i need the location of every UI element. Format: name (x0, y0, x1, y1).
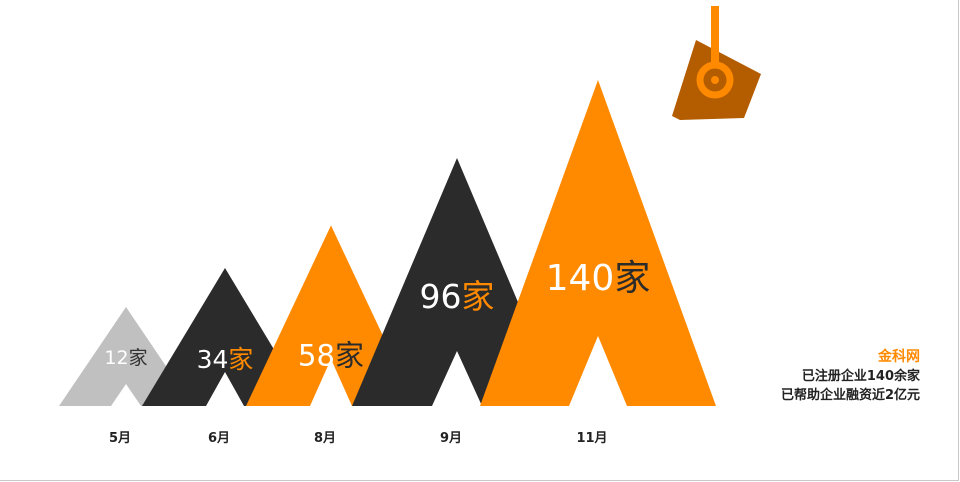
x-tick-label-2: 6月 (208, 431, 230, 446)
data-label-1: 12家 (104, 347, 147, 369)
x-tick-label-5: 11月 (576, 431, 607, 446)
hook-flag-icon (672, 6, 761, 120)
brand-name: 金科网 (878, 349, 920, 365)
data-label-5: 140家 (546, 258, 651, 299)
data-label-4: 96家 (420, 277, 495, 316)
bar-peak-5 (480, 80, 716, 406)
x-tick-label-3: 8月 (314, 431, 336, 446)
x-tick-label-1: 5月 (109, 431, 131, 446)
data-label-2: 34家 (197, 345, 254, 374)
financing-amount-text: 已帮助企业融资近2亿元 (780, 388, 920, 403)
summary-text-block: 金科网 已注册企业140余家 已帮助企业融资近2亿元 (781, 348, 920, 405)
x-tick-label-4: 9月 (440, 431, 462, 446)
registered-count-text: 已注册企业140余家 (801, 369, 920, 384)
data-label-3: 58家 (298, 338, 364, 372)
